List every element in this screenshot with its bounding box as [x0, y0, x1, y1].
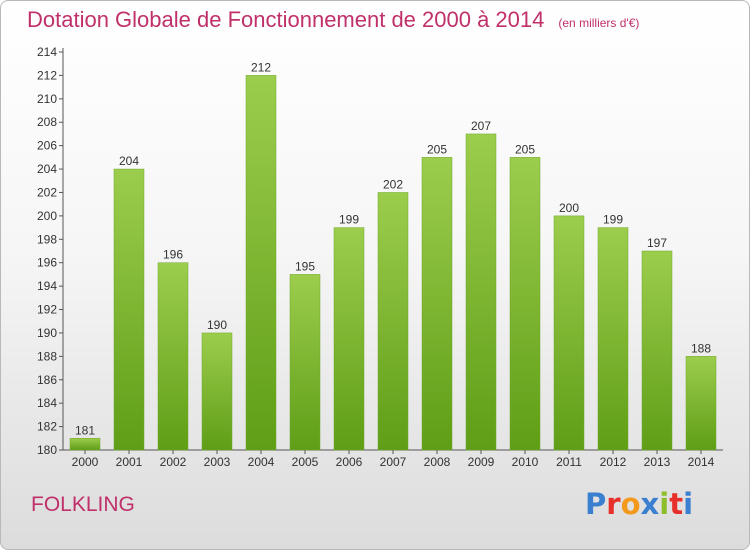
location-name: FOLKLING	[31, 493, 135, 516]
x-tick-label-2002: 2002	[160, 455, 187, 469]
data-label-2001: 204	[119, 154, 139, 168]
data-label-2014: 188	[691, 341, 711, 355]
x-tick-label-2005: 2005	[292, 455, 319, 469]
data-label-2009: 207	[471, 119, 491, 133]
y-tick-label: 214	[37, 45, 57, 59]
brand-logo: Proxiti	[585, 487, 694, 521]
y-tick-label: 210	[37, 92, 57, 106]
y-tick-label: 188	[37, 349, 57, 363]
data-label-2010: 205	[515, 142, 535, 156]
y-tick-label: 182	[37, 420, 57, 434]
x-tick-label-2007: 2007	[380, 455, 407, 469]
y-tick-label: 190	[37, 326, 57, 340]
x-tick-label-2014: 2014	[688, 455, 715, 469]
y-tick-label: 192	[37, 303, 57, 317]
data-label-2011: 200	[559, 201, 579, 215]
y-tick-label: 208	[37, 115, 57, 129]
bar-2001	[113, 168, 145, 451]
y-tick-label: 198	[37, 232, 57, 246]
bar-2006	[333, 227, 365, 451]
data-label-2005: 195	[295, 259, 315, 273]
chart-unit: (en milliers d'€)	[558, 16, 640, 30]
data-label-2004: 212	[251, 60, 271, 74]
x-tick-label-2010: 2010	[512, 455, 539, 469]
bar-2003	[201, 332, 233, 451]
bar-2011	[553, 215, 585, 451]
bar-2013	[641, 250, 673, 451]
x-tick-label-2008: 2008	[424, 455, 451, 469]
bar-2002	[157, 262, 189, 451]
data-label-2008: 205	[427, 142, 447, 156]
bar-2000	[69, 438, 101, 451]
bar-2012	[597, 227, 629, 451]
y-tick-label: 186	[37, 373, 57, 387]
x-tick-label-2001: 2001	[116, 455, 143, 469]
bar-2004	[245, 75, 277, 451]
data-label-2000: 181	[75, 423, 95, 437]
bar-2009	[465, 133, 497, 451]
bar-2014	[685, 356, 717, 451]
y-tick-label: 202	[37, 185, 57, 199]
bar-2008	[421, 157, 453, 451]
y-tick-label: 212	[37, 68, 57, 82]
bar-2007	[377, 192, 409, 451]
data-label-2002: 196	[163, 248, 183, 262]
bar-2005	[289, 274, 321, 451]
y-tick-label: 194	[37, 279, 57, 293]
x-tick-label-2000: 2000	[72, 455, 99, 469]
data-label-2012: 199	[603, 213, 623, 227]
data-label-2006: 199	[339, 213, 359, 227]
y-tick-label: 196	[37, 256, 57, 270]
bar-2010	[509, 157, 541, 451]
x-tick-label-2003: 2003	[204, 455, 231, 469]
y-tick-label: 200	[37, 209, 57, 223]
y-tick-label: 184	[37, 396, 57, 410]
x-tick-label-2011: 2011	[556, 455, 582, 469]
data-label-2013: 197	[647, 236, 667, 250]
x-tick-label-2009: 2009	[468, 455, 495, 469]
y-tick-label: 204	[37, 162, 57, 176]
chart-title: Dotation Globale de Fonctionnement de 20…	[27, 7, 545, 32]
y-tick-label: 180	[37, 443, 57, 457]
y-tick-label: 206	[37, 139, 57, 153]
title-row: Dotation Globale de Fonctionnement de 20…	[27, 7, 639, 33]
x-tick-label-2006: 2006	[336, 455, 363, 469]
x-tick-label-2013: 2013	[644, 455, 671, 469]
x-tick-label-2004: 2004	[248, 455, 275, 469]
data-label-2003: 190	[207, 318, 227, 332]
x-tick-label-2012: 2012	[600, 455, 627, 469]
data-label-2007: 202	[383, 177, 403, 191]
